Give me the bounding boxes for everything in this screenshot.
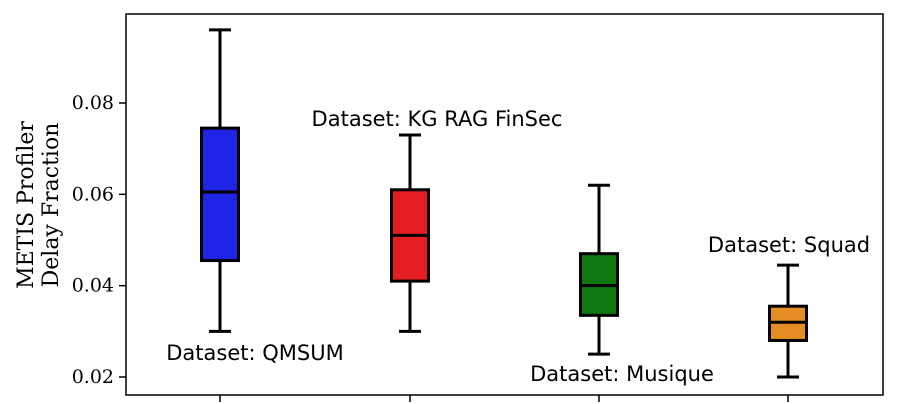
box-annotation: Dataset: Squad xyxy=(708,233,870,257)
boxes xyxy=(200,28,808,379)
y-axis-label-line-2: Delay Fraction xyxy=(39,123,64,288)
iqr-box xyxy=(200,126,240,263)
box-3 xyxy=(579,183,619,356)
box-annotations: Dataset: QMSUM Dataset: KG RAG FinSec Data… xyxy=(166,107,870,386)
y-tick-label: 0.04 xyxy=(72,275,114,297)
y-tick-label: 0.08 xyxy=(72,92,114,114)
box-1 xyxy=(200,28,240,333)
y-axis-label: METIS Profiler Delay Fraction xyxy=(14,121,64,289)
y-axis-ticks: 0.02 0.04 0.06 0.08 xyxy=(72,92,789,402)
plot-frame xyxy=(125,13,884,396)
box-2 xyxy=(390,133,430,333)
box-4 xyxy=(768,263,808,379)
y-axis-label-line-1: METIS Profiler xyxy=(14,121,39,289)
box-annotation: Dataset: QMSUM xyxy=(166,341,343,365)
y-tick-label: 0.06 xyxy=(72,183,114,205)
box-annotation: Dataset: KG RAG FinSec xyxy=(312,107,563,131)
box-annotation: Dataset: Musique xyxy=(530,362,714,386)
y-tick-label: 0.02 xyxy=(72,366,114,388)
